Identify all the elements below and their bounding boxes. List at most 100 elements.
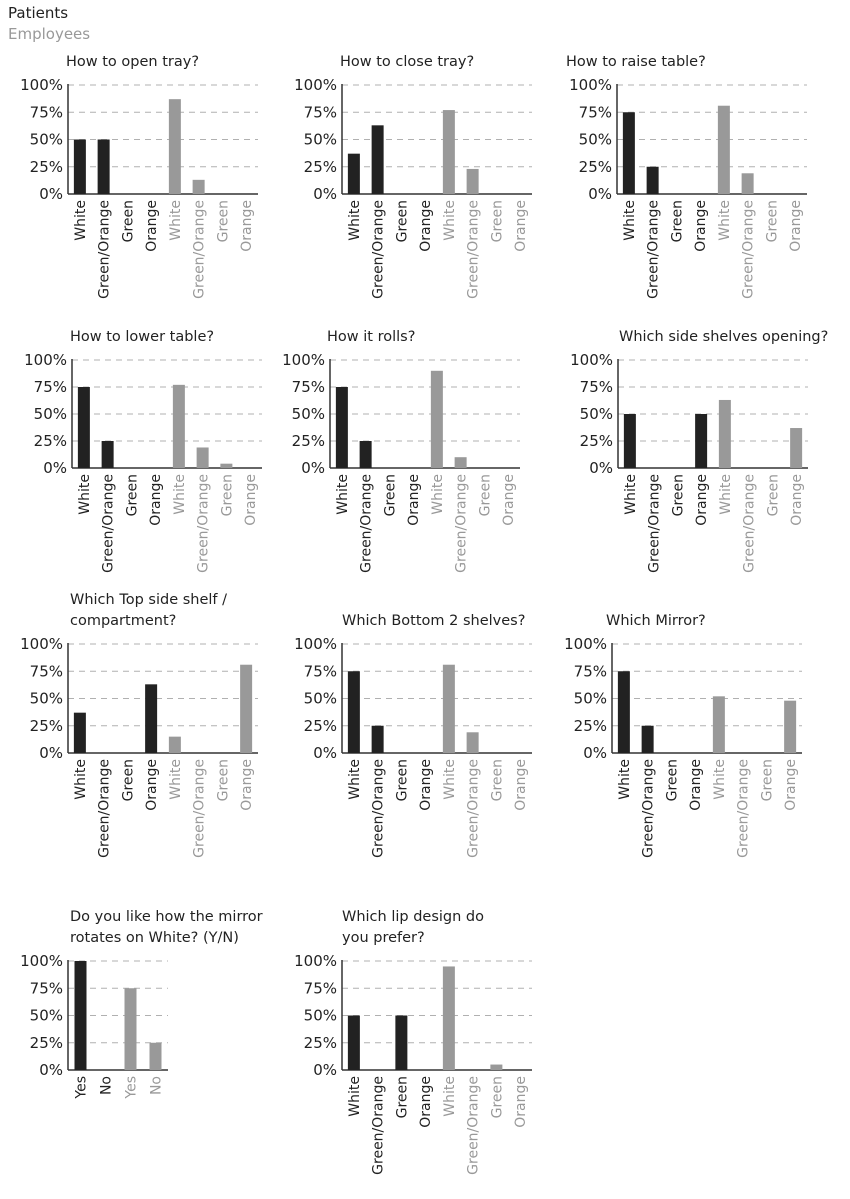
bar-employees-white (442, 664, 455, 753)
y-tick-label: 100% (282, 351, 325, 369)
bar-patients-orange (695, 414, 708, 468)
y-tick-label: 50% (304, 131, 337, 149)
x-tick-label: Green (765, 474, 781, 516)
chart-title: How to raise table? (566, 54, 706, 70)
y-tick-label: 100% (294, 76, 337, 94)
x-tick-label: Green (124, 474, 140, 516)
bar-patients-green-orange (641, 725, 654, 753)
x-tick-label: Green/Orange (101, 474, 117, 573)
bar-employees-yes (124, 988, 137, 1070)
x-tick-label: White (442, 759, 458, 800)
bar-patients-white (73, 139, 86, 194)
bar-patients-white (347, 153, 360, 194)
y-tick-label: 25% (34, 432, 67, 450)
y-tick-label: 0% (43, 459, 67, 477)
chart-title: How to lower table? (70, 329, 215, 345)
x-tick-label: Green/Orange (97, 200, 113, 299)
bar-employees-green-orange (192, 179, 205, 194)
x-tick-label: Orange (513, 759, 529, 811)
bar-patients-green (395, 1015, 408, 1070)
x-tick-label: Green (669, 200, 685, 242)
x-tick-label: Green/Orange (647, 474, 663, 573)
x-tick-label: Orange (783, 759, 799, 811)
y-tick-label: 50% (30, 690, 63, 708)
x-tick-label: White (712, 759, 728, 800)
legend-employees: Employees (8, 25, 91, 43)
x-tick-label: Green (664, 759, 680, 801)
bar-employees-orange (790, 428, 803, 468)
x-tick-label: White (623, 474, 639, 515)
y-tick-label: 0% (583, 744, 607, 762)
x-tick-label: White (442, 200, 458, 241)
bar-patients-white (77, 387, 90, 468)
bar-employees-green (490, 1064, 503, 1070)
y-tick-label: 25% (304, 1034, 337, 1052)
y-tick-label: 75% (579, 103, 612, 121)
x-tick-label: Green/Orange (646, 200, 662, 299)
x-tick-label: White (168, 200, 184, 241)
bar-employees-white (172, 384, 185, 468)
chart-title: How to open tray? (66, 54, 200, 70)
x-tick-label: Green/Orange (371, 1076, 387, 1175)
y-tick-label: 50% (304, 1007, 337, 1025)
x-tick-label: Green/Orange (97, 759, 113, 858)
bar-patients-green-orange (371, 725, 384, 753)
x-tick-label: Green (394, 1076, 410, 1118)
x-tick-label: Green/Orange (466, 200, 482, 299)
x-tick-label: Orange (693, 200, 709, 252)
x-tick-label: Orange (239, 759, 255, 811)
y-tick-label: 75% (292, 378, 325, 396)
y-tick-label: 100% (20, 635, 63, 653)
bar-patients-orange (145, 684, 158, 753)
x-tick-label: Green/Orange (641, 759, 657, 858)
y-tick-label: 100% (294, 952, 337, 970)
bar-employees-white (430, 370, 443, 468)
chart-title: How to close tray? (340, 54, 475, 70)
x-tick-label: Green (394, 759, 410, 801)
bar-employees-white (168, 736, 181, 753)
bar-patients-green-orange (97, 139, 110, 194)
x-tick-label: White (168, 759, 184, 800)
x-tick-label: Green/Orange (466, 1076, 482, 1175)
bar-employees-green (220, 463, 233, 468)
x-tick-label: Green (120, 200, 136, 242)
bar-employees-white (717, 105, 730, 194)
x-tick-label: Orange (243, 474, 259, 526)
x-tick-label: Green/Orange (371, 200, 387, 299)
y-tick-label: 100% (569, 76, 612, 94)
bar-patients-green-orange (646, 166, 659, 194)
y-tick-label: 25% (30, 1034, 63, 1052)
legend-patients: Patients (8, 4, 69, 22)
y-tick-label: 50% (580, 405, 613, 423)
y-tick-label: 75% (304, 103, 337, 121)
x-tick-label: Orange (144, 200, 160, 252)
x-tick-label: Orange (694, 474, 710, 526)
x-tick-label: Green (489, 759, 505, 801)
bar-employees-green-orange (454, 457, 467, 468)
bar-employees-white (718, 399, 731, 468)
x-tick-label: Green (215, 200, 231, 242)
x-tick-label: Green/Orange (359, 474, 375, 573)
bar-patients-white (347, 671, 360, 753)
x-tick-label: Orange (688, 759, 704, 811)
y-tick-label: 0% (313, 1061, 337, 1079)
x-tick-label: Green (477, 474, 493, 516)
bar-employees-orange (240, 664, 253, 753)
y-tick-label: 25% (579, 158, 612, 176)
x-tick-label: White (717, 200, 733, 241)
bar-employees-green-orange (741, 173, 754, 194)
x-tick-label: Orange (501, 474, 517, 526)
y-tick-label: 0% (39, 1061, 63, 1079)
x-tick-label: Green (219, 474, 235, 516)
x-tick-label: Green/Orange (454, 474, 470, 573)
x-tick-label: Green (382, 474, 398, 516)
y-tick-label: 25% (304, 717, 337, 735)
x-tick-label: Green/Orange (466, 759, 482, 858)
y-tick-label: 75% (574, 662, 607, 680)
x-tick-label: White (347, 759, 363, 800)
x-tick-label: No (149, 1076, 165, 1095)
y-tick-label: 25% (580, 432, 613, 450)
bar-employees-white (712, 696, 725, 753)
y-tick-label: 100% (24, 351, 67, 369)
